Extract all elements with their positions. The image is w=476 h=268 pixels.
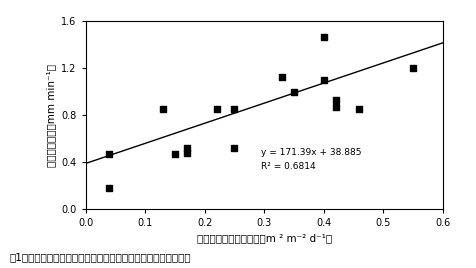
Point	[332, 98, 339, 102]
Point	[106, 152, 113, 156]
Point	[320, 35, 327, 39]
Point	[409, 66, 416, 70]
Point	[213, 107, 220, 111]
Point	[320, 78, 327, 82]
Point	[183, 151, 190, 155]
Point	[332, 105, 339, 109]
X-axis label: 相対葉面積生長速度　（m ² m⁻² d⁻¹）: 相対葉面積生長速度 （m ² m⁻² d⁻¹）	[197, 234, 332, 244]
Point	[183, 146, 190, 150]
Point	[356, 107, 363, 111]
Point	[230, 146, 238, 150]
Point	[159, 107, 167, 111]
Point	[230, 107, 238, 111]
Point	[171, 152, 178, 156]
Text: y = 171.39x + 38.885: y = 171.39x + 38.885	[261, 148, 362, 158]
Point	[106, 186, 113, 190]
Y-axis label: 最大運動速度（mm min⁻¹）: 最大運動速度（mm min⁻¹）	[46, 64, 56, 167]
Text: R² = 0.6814: R² = 0.6814	[261, 162, 316, 171]
Point	[290, 90, 298, 94]
Point	[278, 75, 286, 79]
Text: 図1　トマト苗茎頂の最大運動速度と相対葉面積生長速度の関係: 図1 トマト苗茎頂の最大運動速度と相対葉面積生長速度の関係	[10, 253, 191, 263]
